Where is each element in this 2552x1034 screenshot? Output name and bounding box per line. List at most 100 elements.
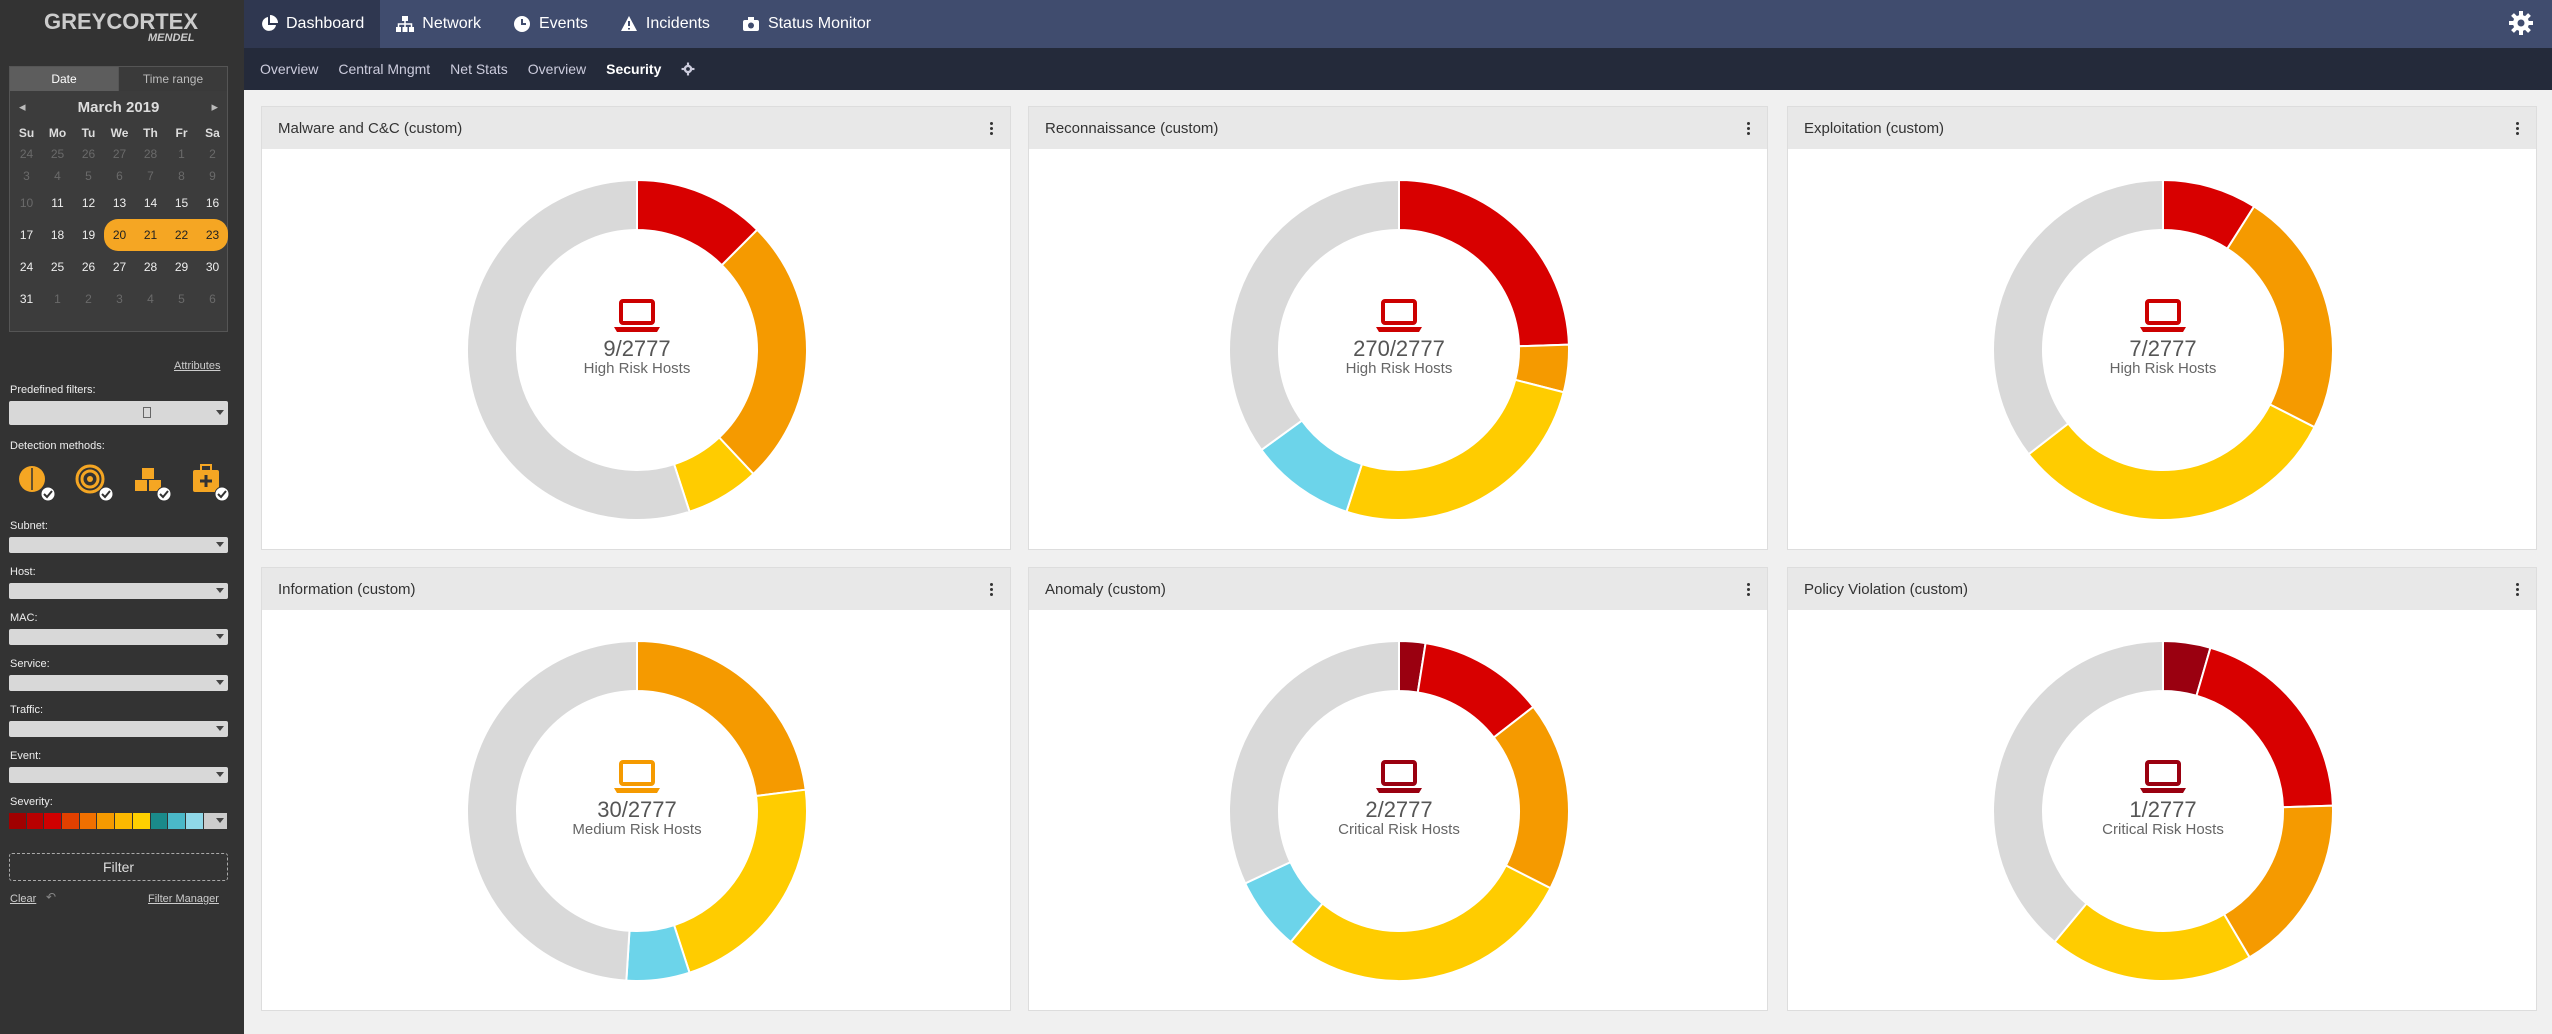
- settings-gear-icon[interactable]: [2508, 10, 2534, 36]
- more-options-icon[interactable]: [1747, 121, 1751, 135]
- calendar-day[interactable]: 24: [19, 147, 34, 161]
- tab-security[interactable]: Security: [606, 61, 662, 77]
- calendar-day[interactable]: 27: [112, 147, 127, 161]
- severity-swatch[interactable]: [62, 813, 80, 829]
- calendar-day[interactable]: 24: [19, 260, 34, 274]
- nav-events[interactable]: Events: [497, 0, 604, 48]
- nav-incidents[interactable]: Incidents: [604, 0, 726, 48]
- more-options-icon[interactable]: [990, 121, 994, 135]
- traffic-select[interactable]: [9, 721, 228, 737]
- donut-segment[interactable]: [2027, 403, 2316, 521]
- donut-segment[interactable]: [466, 178, 691, 521]
- tab-overview[interactable]: Overview: [260, 61, 319, 77]
- calendar-day[interactable]: 10: [19, 196, 34, 210]
- calendar-day[interactable]: 4: [54, 169, 61, 183]
- subnet-select[interactable]: [9, 537, 228, 553]
- calendar-day[interactable]: 5: [85, 169, 92, 183]
- filter-button[interactable]: Filter: [9, 853, 228, 881]
- more-options-icon[interactable]: [2516, 582, 2520, 596]
- cubes-icon[interactable]: [132, 462, 172, 502]
- calendar-day[interactable]: 5: [178, 292, 185, 306]
- calendar-day[interactable]: 1: [178, 147, 185, 161]
- nav-network[interactable]: Network: [380, 0, 497, 48]
- severity-swatch[interactable]: [115, 813, 133, 829]
- logo[interactable]: GREYCORTEX MENDEL: [0, 0, 244, 48]
- donut-segment[interactable]: [2053, 902, 2251, 982]
- donut-segment[interactable]: [1398, 178, 1570, 348]
- calendar-day[interactable]: 17: [19, 228, 34, 242]
- donut-segment[interactable]: [636, 639, 807, 798]
- filter-manager-link[interactable]: Filter Manager: [148, 893, 219, 905]
- more-options-icon[interactable]: [2516, 121, 2520, 135]
- donut-segment[interactable]: [465, 639, 638, 982]
- calendar-day[interactable]: 22: [166, 219, 197, 251]
- severity-swatch[interactable]: [44, 813, 63, 829]
- calendar-day[interactable]: 16: [205, 196, 220, 210]
- calendar-day[interactable]: 19: [81, 228, 96, 242]
- settings-gear-icon[interactable]: [681, 62, 695, 76]
- donut-segment[interactable]: [2195, 646, 2334, 809]
- more-options-icon[interactable]: [990, 582, 994, 596]
- severity-swatch[interactable]: [79, 813, 98, 829]
- severity-swatch[interactable]: [150, 813, 169, 829]
- calendar-day[interactable]: 6: [116, 169, 123, 183]
- more-options-icon[interactable]: [1747, 582, 1751, 596]
- calendar-day[interactable]: 25: [50, 147, 65, 161]
- donut-segment[interactable]: [1228, 178, 1400, 452]
- calendar-day[interactable]: 4: [147, 292, 154, 306]
- next-month-icon[interactable]: ▸: [211, 99, 218, 114]
- event-select[interactable]: [9, 767, 228, 783]
- undo-icon[interactable]: ↶: [46, 890, 57, 904]
- calendar-day[interactable]: 6: [209, 292, 216, 306]
- calendar-day[interactable]: 21: [135, 219, 166, 251]
- brain-icon[interactable]: [16, 462, 56, 502]
- calendar-day[interactable]: 23: [197, 219, 228, 251]
- nav-dashboard[interactable]: Dashboard: [244, 0, 381, 48]
- attributes-link[interactable]: Attributes: [174, 360, 221, 372]
- tab-central-mngmt[interactable]: Central Mngmt: [338, 61, 431, 77]
- severity-swatch[interactable]: [132, 813, 151, 829]
- donut-segment[interactable]: [1345, 378, 1565, 521]
- calendar-day[interactable]: 14: [143, 196, 158, 210]
- severity-swatch[interactable]: [26, 813, 45, 829]
- calendar-day[interactable]: 8: [178, 169, 185, 183]
- tab-overview-2[interactable]: Overview: [527, 61, 587, 77]
- donut-segment[interactable]: [1289, 864, 1552, 982]
- calendar-day[interactable]: 26: [81, 260, 96, 274]
- tab-net-stats[interactable]: Net Stats: [450, 61, 508, 77]
- calendar-day[interactable]: 12: [81, 196, 96, 210]
- calendar-day[interactable]: 26: [81, 147, 96, 161]
- severity-select[interactable]: [9, 813, 228, 829]
- calendar-day[interactable]: 3: [116, 292, 123, 306]
- severity-swatch[interactable]: [185, 813, 204, 829]
- calendar-day[interactable]: 30: [205, 260, 220, 274]
- calendar-day[interactable]: 3: [23, 169, 30, 183]
- calendar-day[interactable]: 31: [19, 292, 34, 306]
- calendar-day[interactable]: 20: [104, 219, 135, 251]
- mac-select[interactable]: [9, 629, 228, 645]
- calendar-day[interactable]: 1: [54, 292, 61, 306]
- tab-time-range[interactable]: Time range: [118, 67, 227, 91]
- calendar-day[interactable]: 27: [112, 260, 127, 274]
- severity-swatch[interactable]: [203, 813, 228, 829]
- tab-date[interactable]: Date: [10, 67, 118, 91]
- service-select[interactable]: [9, 675, 228, 691]
- calendar-day[interactable]: 28: [143, 260, 158, 274]
- prev-month-icon[interactable]: ◂: [19, 99, 26, 114]
- calendar-day[interactable]: 29: [174, 260, 189, 274]
- severity-swatch[interactable]: [9, 813, 27, 829]
- calendar-day[interactable]: 7: [147, 169, 154, 183]
- calendar-day[interactable]: 15: [174, 196, 189, 210]
- host-select[interactable]: [9, 583, 228, 599]
- donut-segment[interactable]: [2225, 205, 2334, 429]
- severity-swatch[interactable]: [168, 813, 186, 829]
- donut-segment[interactable]: [1228, 639, 1400, 885]
- donut-segment[interactable]: [1992, 178, 2164, 456]
- donut-segment[interactable]: [1492, 705, 1570, 890]
- donut-segment[interactable]: [1992, 639, 2164, 944]
- calendar-day[interactable]: 18: [50, 228, 65, 242]
- predefined-filters-select[interactable]: [9, 401, 228, 425]
- calendar-day[interactable]: 11: [51, 196, 64, 210]
- severity-swatch[interactable]: [97, 813, 116, 829]
- calendar-day[interactable]: 13: [112, 196, 127, 210]
